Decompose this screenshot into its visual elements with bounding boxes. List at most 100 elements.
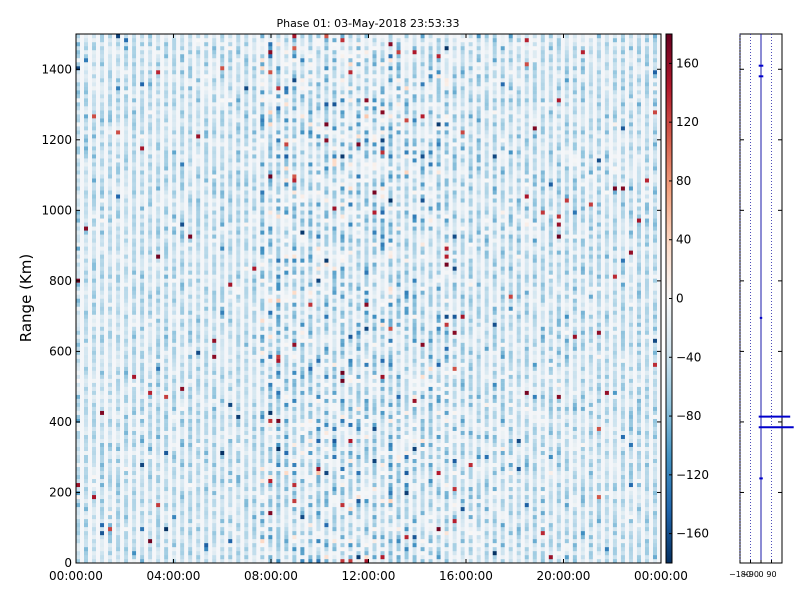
heatmap-cell: [84, 254, 89, 259]
heatmap-cell: [244, 302, 249, 307]
heatmap-gap-column: [112, 34, 117, 563]
heatmap-cell: [292, 178, 297, 183]
heatmap-cell: [164, 502, 169, 508]
heatmap-cell: [292, 494, 297, 500]
heatmap-cell: [260, 194, 265, 199]
heatmap-cell: [308, 134, 313, 139]
heatmap-cell: [268, 382, 273, 387]
heatmap-cell: [340, 378, 345, 383]
heatmap-cell: [156, 446, 161, 451]
heatmap-cell: [92, 222, 97, 227]
heatmap-cell: [132, 310, 137, 315]
heatmap-cell: [180, 174, 185, 179]
heatmap-cell: [180, 170, 185, 175]
heatmap-cell: [364, 202, 369, 207]
heatmap-cell: [260, 138, 265, 143]
heatmap-cell: [84, 294, 89, 299]
heatmap-cell: [212, 474, 217, 480]
heatmap-cell: [324, 142, 329, 147]
heatmap-cell: [228, 110, 233, 115]
heatmap-cell: [308, 62, 313, 67]
heatmap-cell: [292, 230, 297, 235]
heatmap-cell: [236, 286, 241, 291]
heatmap-cell: [332, 250, 337, 255]
heatmap-cell: [348, 326, 353, 331]
heatmap-cell: [156, 222, 161, 227]
heatmap-cell: [124, 370, 129, 375]
heatmap-cell: [252, 526, 257, 532]
heatmap-cell: [172, 126, 177, 131]
heatmap-cell: [116, 170, 121, 175]
heatmap-cell: [332, 266, 337, 271]
heatmap-cell: [164, 110, 169, 115]
heatmap-cell: [172, 374, 177, 379]
heatmap-cell: [180, 158, 185, 163]
heatmap-cell: [84, 530, 89, 536]
heatmap-cell: [116, 230, 121, 235]
heatmap-cell: [260, 278, 265, 283]
heatmap-cell: [172, 514, 177, 520]
heatmap-cell: [340, 410, 345, 415]
heatmap-cell: [116, 74, 121, 79]
heatmap-cell: [148, 374, 153, 379]
heatmap-cell: [140, 174, 145, 179]
heatmap-cell: [356, 298, 361, 303]
heatmap-cell: [76, 210, 81, 215]
heatmap-cell: [292, 282, 297, 287]
heatmap-cell: [332, 158, 337, 163]
heatmap-cell: [116, 258, 121, 263]
heatmap-cell: [244, 450, 249, 455]
heatmap-cell: [308, 106, 313, 111]
heatmap-cell: [284, 54, 289, 59]
heatmap-cell: [148, 246, 153, 251]
heatmap-cell: [268, 210, 273, 215]
heatmap-cell: [364, 430, 369, 435]
heatmap-cell: [156, 78, 161, 83]
heatmap-cell: [148, 426, 153, 431]
heatmap-cell: [172, 42, 177, 47]
heatmap-cell: [180, 466, 185, 472]
heatmap-cell: [284, 254, 289, 259]
heatmap-cell: [276, 326, 281, 331]
heatmap-cell: [292, 238, 297, 243]
heatmap-cell: [364, 546, 369, 552]
heatmap-cell: [84, 466, 89, 472]
heatmap-cell: [84, 534, 89, 540]
heatmap-cell: [292, 54, 297, 59]
heatmap-cell: [172, 194, 177, 199]
heatmap-cell: [244, 58, 249, 63]
heatmap-cell: [284, 502, 289, 508]
heatmap-cell: [140, 426, 145, 431]
heatmap-cell: [204, 318, 209, 323]
heatmap-cell: [324, 162, 329, 167]
heatmap-cell: [108, 410, 113, 415]
heatmap-cell: [220, 534, 225, 540]
heatmap-cell: [148, 174, 153, 179]
heatmap-cell: [372, 310, 377, 315]
heatmap-cell: [252, 534, 257, 540]
heatmap-cell: [308, 234, 313, 239]
heatmap-cell: [300, 150, 305, 155]
heatmap-cell: [180, 378, 185, 383]
heatmap-cell: [236, 346, 241, 351]
heatmap-cell: [124, 214, 129, 219]
heatmap-cell: [156, 278, 161, 283]
heatmap-cell: [92, 422, 97, 427]
heatmap-cell: [284, 166, 289, 171]
heatmap-cell: [356, 122, 361, 127]
heatmap-cell: [316, 482, 321, 488]
heatmap-gap-column: [136, 34, 141, 563]
heatmap-cell: [260, 490, 265, 496]
heatmap-cell: [204, 434, 209, 439]
heatmap-cell: [340, 474, 345, 480]
heatmap-cell: [316, 198, 321, 203]
heatmap-cell: [292, 462, 297, 468]
heatmap-cell: [308, 230, 313, 235]
heatmap-cell: [220, 246, 225, 251]
heatmap-cell: [196, 546, 201, 552]
heatmap-cell: [292, 294, 297, 299]
heatmap-cell: [332, 326, 337, 331]
heatmap-cell: [356, 130, 361, 135]
heatmap-cell: [220, 194, 225, 199]
heatmap-cell: [284, 238, 289, 243]
